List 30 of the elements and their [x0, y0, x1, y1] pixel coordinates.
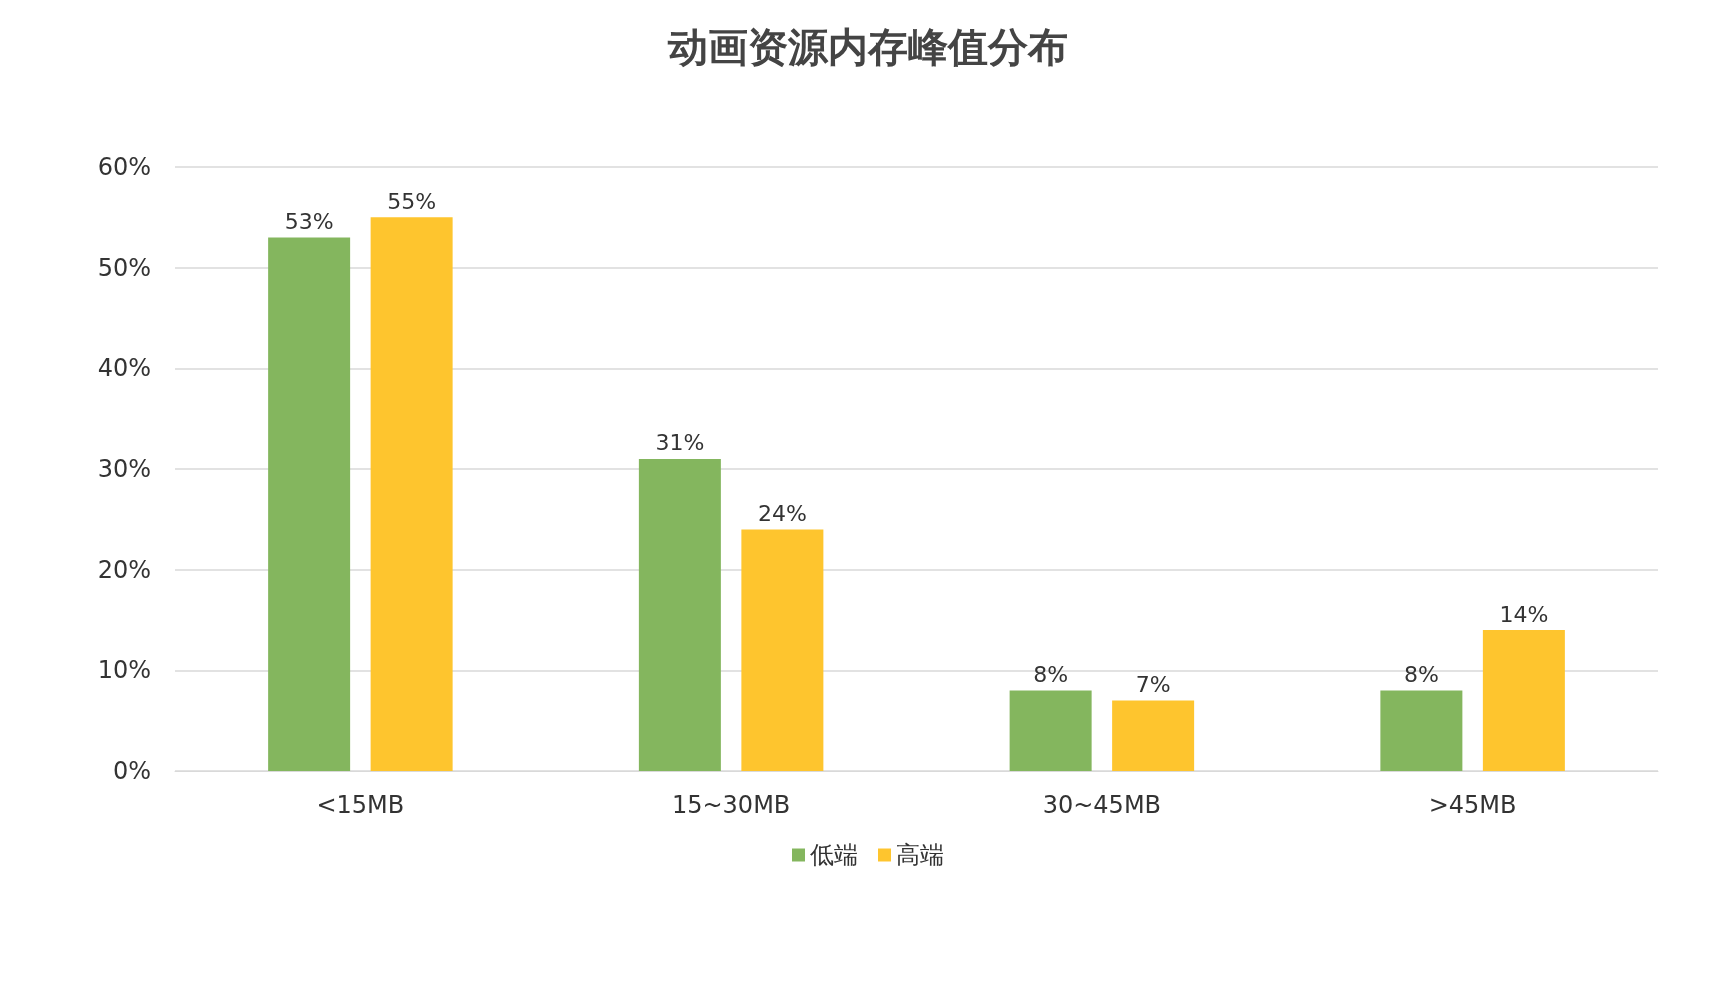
- y-tick-label: 20%: [97, 555, 151, 584]
- y-tick-label: 30%: [97, 455, 151, 483]
- y-tick-label: 50%: [97, 253, 151, 282]
- data-label: 55%: [387, 188, 437, 214]
- y-tick-label: 10%: [97, 656, 151, 685]
- bar: [370, 217, 453, 771]
- data-label: 53%: [284, 208, 334, 234]
- x-tick-label: 15~30MB: [671, 791, 791, 819]
- bar: [1112, 700, 1195, 771]
- data-label: 7%: [1135, 672, 1171, 698]
- chart-title: 动画资源内存峰值分布: [667, 24, 1068, 70]
- legend-label: 低端: [810, 841, 858, 869]
- x-tick-label: 30~45MB: [1042, 791, 1162, 819]
- data-label: 31%: [655, 430, 705, 456]
- bar: [741, 529, 824, 771]
- data-label: 24%: [757, 500, 807, 526]
- bar: [1482, 630, 1565, 771]
- bar: [1380, 690, 1463, 771]
- y-tick-label: 0%: [112, 757, 151, 785]
- y-tick-label: 60%: [97, 153, 151, 181]
- x-tick-label: >45MB: [1428, 791, 1517, 819]
- data-label: 14%: [1499, 601, 1549, 627]
- bar: [1009, 690, 1092, 771]
- bar: [638, 458, 721, 771]
- data-label: 8%: [1033, 661, 1069, 687]
- legend-label: 高端: [896, 841, 944, 869]
- bar: [268, 237, 351, 771]
- data-label: 8%: [1403, 661, 1439, 687]
- x-tick-label: <15MB: [316, 791, 405, 819]
- y-tick-label: 40%: [97, 354, 151, 383]
